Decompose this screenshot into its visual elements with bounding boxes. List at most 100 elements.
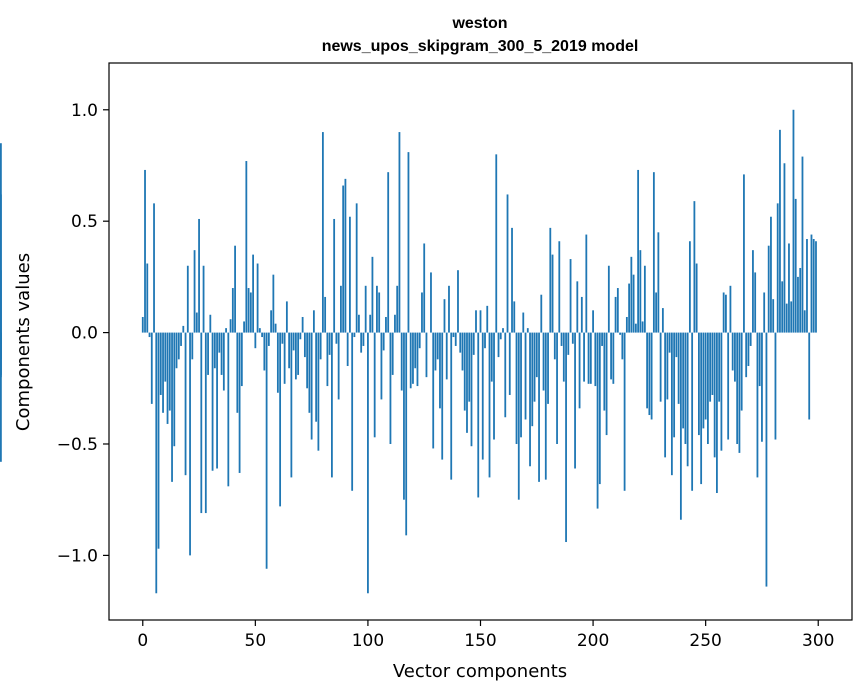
bar-87 (337, 332, 340, 400)
x-tick-label-0: 0 (137, 631, 148, 651)
bar-17 (180, 332, 182, 346)
bar-151 (481, 332, 484, 460)
bar-292 (799, 267, 802, 333)
bar-71 (301, 316, 304, 333)
x-tick-label-250: 250 (689, 631, 721, 651)
bar-30 (209, 314, 212, 333)
chart-subtitle: news_upos_skipgram_300_5_2019 model (322, 38, 639, 55)
bar-120 (412, 332, 414, 384)
bar-243 (688, 241, 691, 333)
bar-146 (470, 332, 473, 447)
bar-197 (585, 234, 588, 333)
bar-144 (466, 332, 468, 433)
bar-282 (776, 203, 779, 333)
bar-89 (342, 185, 345, 333)
bar-37 (225, 328, 227, 333)
bar-58 (272, 274, 275, 333)
bar-217 (630, 256, 633, 333)
bar-284 (781, 281, 784, 333)
bar-228 (655, 292, 658, 333)
bar-247 (698, 332, 700, 436)
bar-21 (189, 332, 191, 556)
bar-105 (378, 292, 381, 333)
bar-268 (745, 332, 748, 378)
bar-111 (391, 332, 394, 375)
bar-103 (373, 332, 376, 438)
bar-256 (718, 332, 721, 402)
bar-34 (218, 332, 221, 353)
bar-123 (418, 332, 421, 349)
bar-203 (598, 332, 601, 485)
bar-216 (628, 283, 630, 333)
bar-92 (349, 216, 351, 333)
bar-26 (200, 332, 203, 514)
bar-125 (423, 243, 426, 333)
bar-244 (691, 332, 694, 491)
bar-116 (403, 332, 405, 500)
bar-218 (632, 274, 635, 333)
bar-170 (524, 332, 527, 420)
bar-152 (484, 332, 486, 349)
bar-296 (808, 332, 811, 420)
bar-110 (389, 332, 392, 444)
bar-9 (162, 332, 164, 413)
bar-129 (432, 332, 435, 449)
bar-293 (801, 156, 804, 333)
bar-38 (227, 332, 230, 487)
bar-140 (457, 270, 459, 333)
bar-132 (439, 332, 441, 409)
bar-171 (526, 328, 529, 333)
bar-undefined (0, 332, 2, 344)
bar-15 (175, 332, 178, 369)
bar-267 (743, 174, 745, 333)
bar-246 (695, 263, 698, 333)
bar-196 (583, 332, 585, 382)
bar-251 (707, 332, 709, 444)
bar-143 (463, 332, 466, 411)
bar-183 (553, 332, 556, 360)
bar-24 (195, 312, 198, 333)
bar-124 (421, 292, 423, 333)
chart-title: weston (451, 15, 507, 32)
bar-174 (533, 332, 536, 402)
bar-223 (643, 265, 646, 333)
bar-235 (670, 332, 673, 476)
bar-295 (806, 239, 808, 333)
bar-7 (157, 332, 160, 549)
bar-series (0, 109, 817, 594)
bar-57 (270, 310, 273, 333)
bar-212 (619, 332, 621, 335)
bar-194 (578, 332, 581, 409)
y-axis-ticks: −1.0 −0.5 0.0 0.5 1.0 (57, 101, 109, 566)
bar-185 (558, 241, 561, 333)
bar-164 (511, 227, 513, 333)
bar-290 (794, 198, 797, 333)
bar-158 (497, 332, 500, 358)
bar-274 (758, 332, 761, 387)
bar-263 (734, 332, 736, 382)
bar-64 (285, 301, 288, 333)
bar-50 (254, 332, 257, 349)
bar-undefined (0, 332, 2, 378)
bar-220 (637, 169, 640, 333)
bar-75 (310, 332, 313, 440)
bar-286 (785, 303, 788, 333)
bar-101 (369, 314, 372, 333)
bar-31 (211, 332, 214, 471)
y-tick-label-1: 1.0 (71, 101, 98, 121)
bar-288 (790, 301, 793, 333)
bar-184 (556, 332, 558, 444)
bar-237 (675, 332, 678, 358)
bar-206 (605, 332, 608, 436)
y-tick-label--1: −1.0 (57, 546, 98, 566)
bar-136 (448, 285, 450, 333)
bar-126 (425, 332, 428, 378)
x-tick-label-300: 300 (802, 631, 834, 651)
bar-209 (612, 332, 615, 384)
bar-273 (756, 332, 759, 478)
bar-86 (335, 332, 338, 344)
bar-19 (184, 332, 187, 476)
bar-245 (693, 201, 696, 333)
bar-43 (238, 332, 241, 473)
